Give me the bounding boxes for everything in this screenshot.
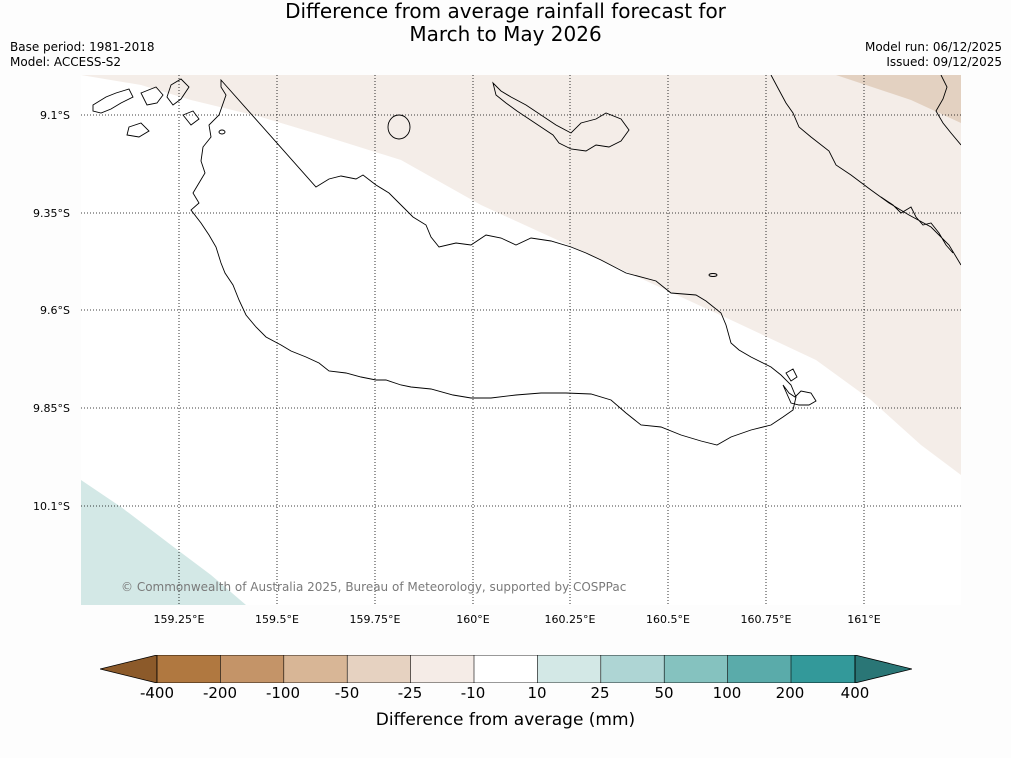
coastline-nw-islands — [92, 78, 200, 138]
colorbar-swatch-12 — [854, 655, 912, 683]
colorbar-swatch-1 — [157, 655, 221, 683]
lon-label-8: 161°E — [847, 613, 881, 626]
lat-label-4: 9.85°S — [33, 402, 70, 415]
base-period: Base period: 1981-2018 — [10, 40, 155, 54]
lon-label-6: 160.5°E — [646, 613, 690, 626]
lon-label-1: 159.25°E — [153, 613, 205, 626]
coastline-e-islands — [782, 368, 817, 406]
title-line-1: Difference from average rainfall forecas… — [285, 0, 726, 23]
colorbar-tick-3: -100 — [265, 684, 301, 702]
meta-right: Model run: 06/12/2025 Issued: 09/12/2025 — [865, 40, 1002, 70]
coastline-islet-c — [708, 273, 718, 277]
colorbar-frame — [156, 655, 856, 683]
coastline-islet-b — [218, 129, 226, 135]
colorbar-title: Difference from average (mm) — [375, 710, 636, 730]
colorbar-tick-4: -50 — [334, 684, 360, 702]
colorbar-tick-11: 200 — [775, 684, 805, 702]
lat-label-3: 9.6°S — [40, 304, 70, 317]
colorbar-swatch-8 — [600, 655, 665, 683]
colorbar-swatch-11 — [791, 655, 855, 683]
colorbar-tick-8: 25 — [590, 684, 610, 702]
colorbar-swatch-10 — [727, 655, 791, 683]
colorbar-tick-10: 100 — [712, 684, 742, 702]
coastline-main-island — [190, 78, 797, 446]
colorbar-tick-7: 10 — [527, 684, 547, 702]
copyright-text: © Commonwealth of Australia 2025, Bureau… — [121, 580, 627, 594]
lon-label-2: 159.5°E — [255, 613, 299, 626]
lon-label-3: 159.75°E — [349, 613, 401, 626]
region-wet-light — [81, 480, 246, 605]
colorbar-tick-1: -400 — [139, 684, 175, 702]
colorbar-swatch-0 — [100, 655, 158, 683]
graticule — [81, 75, 961, 605]
colorbar-tick-12: 400 — [840, 684, 870, 702]
lon-label-4: 160°E — [456, 613, 490, 626]
region-dry-medium — [836, 75, 961, 123]
colorbar-swatch-9 — [664, 655, 728, 683]
colorbar-swatch-7 — [537, 655, 601, 683]
colorbar-swatch-5 — [410, 655, 474, 683]
coastline-n-islands — [492, 81, 630, 152]
colorbar-swatch-6 — [474, 655, 538, 683]
lat-label-5: 10.1°S — [33, 500, 70, 513]
colorbar-swatch-2 — [220, 655, 284, 683]
map-title: Difference from average rainfall forecas… — [0, 0, 1011, 46]
map-panel — [81, 75, 961, 605]
lon-label-5: 160.25°E — [544, 613, 596, 626]
lon-label-7: 160.75°E — [740, 613, 792, 626]
lat-label-1: 9.1°S — [40, 109, 70, 122]
colorbar-swatch-3 — [283, 655, 348, 683]
title-line-2: March to May 2026 — [409, 22, 602, 46]
coastline-ne-island — [770, 75, 961, 266]
colorbar-tick-9: 50 — [654, 684, 674, 702]
lat-label-2: 9.35°S — [33, 207, 70, 220]
colorbar-tick-5: -25 — [397, 684, 423, 702]
region-dry-light — [81, 75, 961, 475]
meta-left: Base period: 1981-2018 Model: ACCESS-S2 — [10, 40, 155, 70]
colorbar-tick-2: -200 — [202, 684, 238, 702]
model-name: Model: ACCESS-S2 — [10, 55, 122, 69]
colorbar — [100, 655, 912, 683]
map-svg — [81, 75, 961, 605]
colorbar-dividers — [220, 655, 792, 683]
colorbar-swatch-4 — [347, 655, 411, 683]
colorbar-tick-6: -10 — [460, 684, 486, 702]
model-run: Model run: 06/12/2025 — [864, 40, 1002, 54]
issued-date: Issued: 09/12/2025 — [886, 55, 1002, 69]
